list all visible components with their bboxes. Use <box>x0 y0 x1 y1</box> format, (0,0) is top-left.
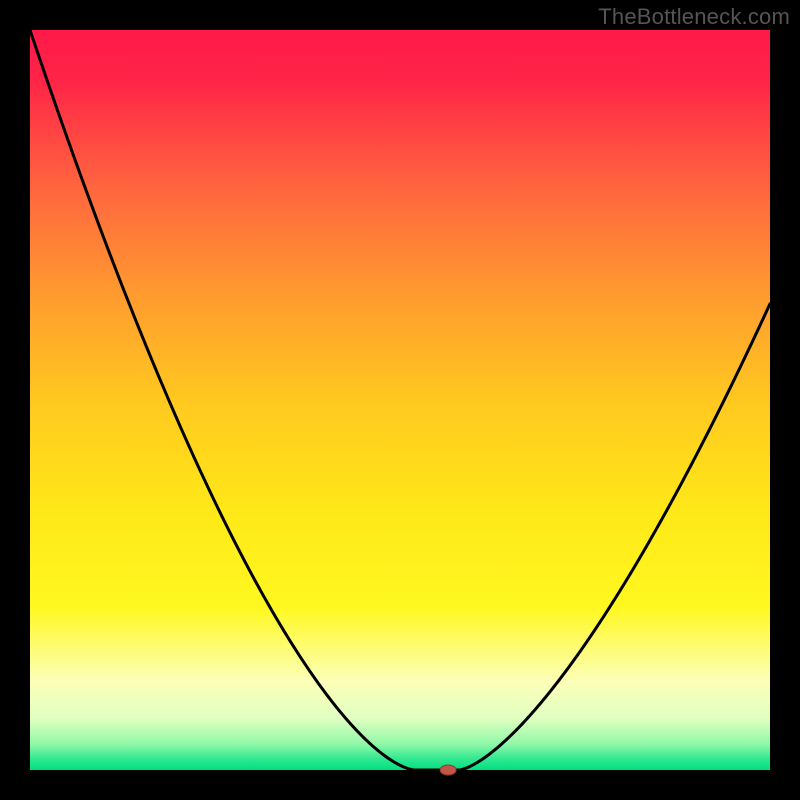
chart-container: TheBottleneck.com <box>0 0 800 800</box>
watermark-label: TheBottleneck.com <box>598 4 790 30</box>
plot-background <box>30 30 770 770</box>
optimum-marker <box>440 765 456 775</box>
bottleneck-chart <box>0 0 800 800</box>
